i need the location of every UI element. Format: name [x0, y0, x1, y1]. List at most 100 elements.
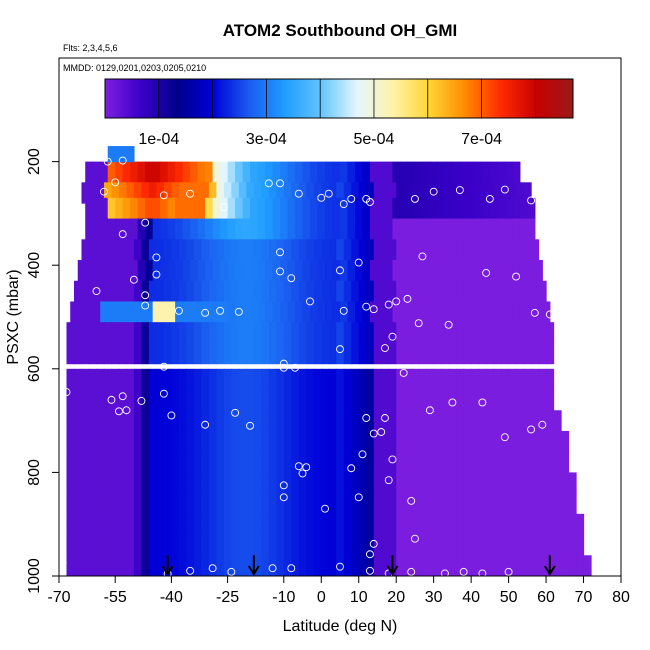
heatmap-cell: [171, 534, 180, 556]
heatmap-cell: [501, 555, 510, 576]
heatmap-cell: [268, 322, 277, 344]
heatmap-cell: [66, 430, 75, 453]
heatmap-cell: [193, 342, 202, 365]
heatmap-cell: [452, 218, 461, 240]
heatmap-cell: [508, 182, 517, 204]
heatmap-cell: [126, 322, 135, 344]
heatmap-cell: [414, 218, 424, 240]
heatmap-cell: [238, 534, 247, 556]
heatmap-cell: [538, 451, 547, 473]
obs-point: [291, 363, 299, 372]
heatmap-cell: [306, 280, 315, 303]
heatmap-cell: [433, 368, 442, 391]
heatmap-cell: [381, 451, 390, 473]
heatmap-cell: [141, 513, 150, 536]
heatmap-cell: [343, 513, 352, 536]
heatmap-cell: [486, 555, 495, 576]
heatmap-cell: [216, 239, 225, 261]
heatmap-cell: [343, 239, 352, 261]
heatmap-cell: [193, 389, 202, 411]
heatmap-cell: [340, 197, 349, 220]
heatmap-cell: [501, 534, 510, 556]
heatmap-cell: [235, 260, 244, 282]
x-tick-label: -10: [272, 589, 295, 606]
heatmap-cell: [145, 197, 154, 220]
heatmap-cell: [283, 493, 292, 515]
heatmap-cell: [306, 239, 315, 261]
heatmap-cell: [96, 322, 105, 344]
obs-point: [268, 564, 277, 573]
heatmap-cell: [88, 368, 98, 391]
obs-point: [500, 185, 509, 194]
heatmap-cell: [201, 513, 210, 536]
heatmap-cell: [141, 182, 150, 204]
obs-point: [381, 414, 389, 422]
heatmap-cell: [156, 451, 165, 473]
heatmap-cell: [246, 555, 255, 576]
heatmap-cell: [561, 430, 570, 453]
heatmap-cell: [306, 493, 315, 515]
heatmap-cell: [313, 472, 322, 494]
heatmap-cell: [459, 197, 468, 220]
heatmap-cell: [388, 534, 397, 556]
heatmap-cell: [92, 260, 101, 282]
heatmap-cell: [223, 430, 232, 453]
heatmap-cell: [388, 472, 397, 494]
heatmap-cell: [88, 239, 98, 261]
heatmap-cell: [73, 322, 83, 344]
heatmap-cell: [523, 451, 532, 473]
heatmap-cell: [463, 322, 472, 344]
heatmap-cell: [317, 197, 326, 220]
heatmap-cell: [553, 472, 562, 494]
heatmap-cell: [92, 197, 101, 220]
heatmap-cell: [373, 389, 382, 411]
obs-point: [159, 389, 168, 398]
heatmap-cell: [358, 280, 367, 303]
heatmap-cell: [516, 410, 525, 432]
heatmap-cell: [343, 368, 352, 391]
heatmap-cell: [160, 161, 169, 183]
heatmap-cell: [418, 534, 427, 556]
heatmap-cell: [167, 161, 176, 183]
obs-point: [279, 363, 288, 372]
heatmap-cell: [178, 280, 187, 303]
heatmap-cell: [201, 430, 210, 453]
obs-point: [107, 395, 116, 404]
obs-point: [444, 320, 453, 329]
heatmap-cell: [467, 260, 476, 282]
heatmap-cell: [208, 451, 217, 473]
x-tick-label: 80: [612, 589, 630, 606]
heatmap-cell: [448, 368, 457, 391]
heatmap-cell: [193, 451, 202, 473]
heatmap-cell: [148, 555, 158, 576]
heatmap-cell: [111, 342, 120, 365]
heatmap-cell: [302, 260, 311, 282]
heatmap-cell: [111, 368, 120, 391]
heatmap-cell: [531, 451, 540, 473]
heatmap-cell: [321, 451, 330, 473]
heatmap-cell: [167, 197, 176, 220]
heatmap-cell: [298, 513, 307, 536]
heatmap-cell: [73, 280, 83, 303]
heatmap-cell: [568, 513, 577, 536]
heatmap-cell: [238, 322, 247, 344]
heatmap-cell: [493, 239, 502, 261]
heatmap-cell: [321, 410, 330, 432]
heatmap-cell: [280, 197, 289, 220]
heatmap-cell: [321, 342, 330, 365]
heatmap-cell: [373, 472, 382, 494]
heatmap-cell: [223, 322, 232, 344]
heatmap-cell: [441, 322, 450, 344]
heatmap-cell: [523, 513, 532, 536]
heatmap-cell: [343, 342, 352, 365]
heatmap-cell: [459, 161, 468, 183]
heatmap-cell: [313, 368, 322, 391]
heatmap-cell: [141, 342, 150, 365]
heatmap-cell: [261, 451, 270, 473]
heatmap-cell: [130, 197, 139, 220]
heatmap-cell: [178, 368, 187, 391]
heatmap-cell: [531, 493, 540, 515]
heatmap-cell: [340, 260, 349, 282]
heatmap-cell: [306, 410, 315, 432]
heatmap-cell: [186, 534, 195, 556]
